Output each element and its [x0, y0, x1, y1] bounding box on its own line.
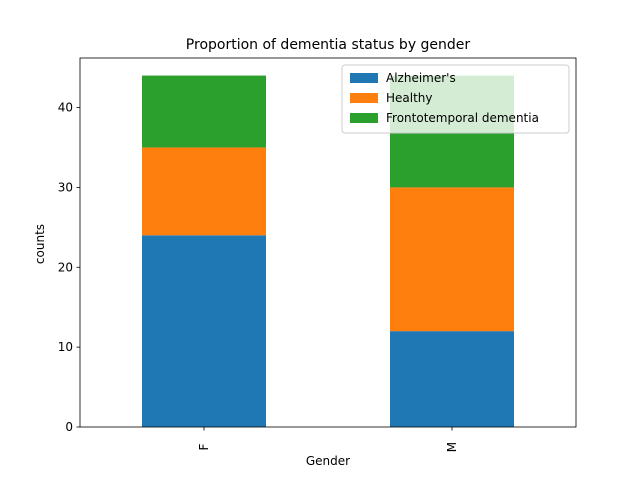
legend-label-2: Frontotemporal dementia	[386, 111, 539, 125]
legend-swatch-0	[350, 73, 378, 83]
legend-swatch-2	[350, 113, 378, 123]
chart-title: Proportion of dementia status by gender	[186, 37, 471, 53]
y-tick-label-1: 10	[58, 340, 73, 354]
bar-F-series-0	[142, 235, 266, 427]
y-tick-label-0: 0	[65, 420, 73, 434]
legend-label-0: Alzheimer's	[386, 71, 456, 85]
bar-M-series-0	[390, 331, 514, 427]
x-axis-label: Gender	[306, 454, 350, 468]
y-tick-label-4: 40	[58, 101, 73, 115]
bar-F-series-2	[142, 75, 266, 148]
bar-F-series-1	[142, 147, 266, 236]
y-tick-label-3: 30	[58, 180, 73, 194]
x-tick-label-1: M	[445, 442, 459, 452]
legend-label-1: Healthy	[386, 91, 433, 105]
x-tick-label-0: F	[197, 443, 211, 450]
plot-frame	[79, 57, 577, 428]
legend: Alzheimer's Healthy Frontotemporal dementi…	[341, 64, 570, 134]
bar-M-series-1	[390, 187, 514, 332]
legend-swatch-1	[350, 93, 378, 103]
legend-box	[341, 64, 570, 134]
axes-group: 0 10 20 30 40 F M	[58, 57, 577, 452]
y-tick-label-2: 20	[58, 260, 73, 274]
y-axis-label: counts	[33, 224, 47, 264]
